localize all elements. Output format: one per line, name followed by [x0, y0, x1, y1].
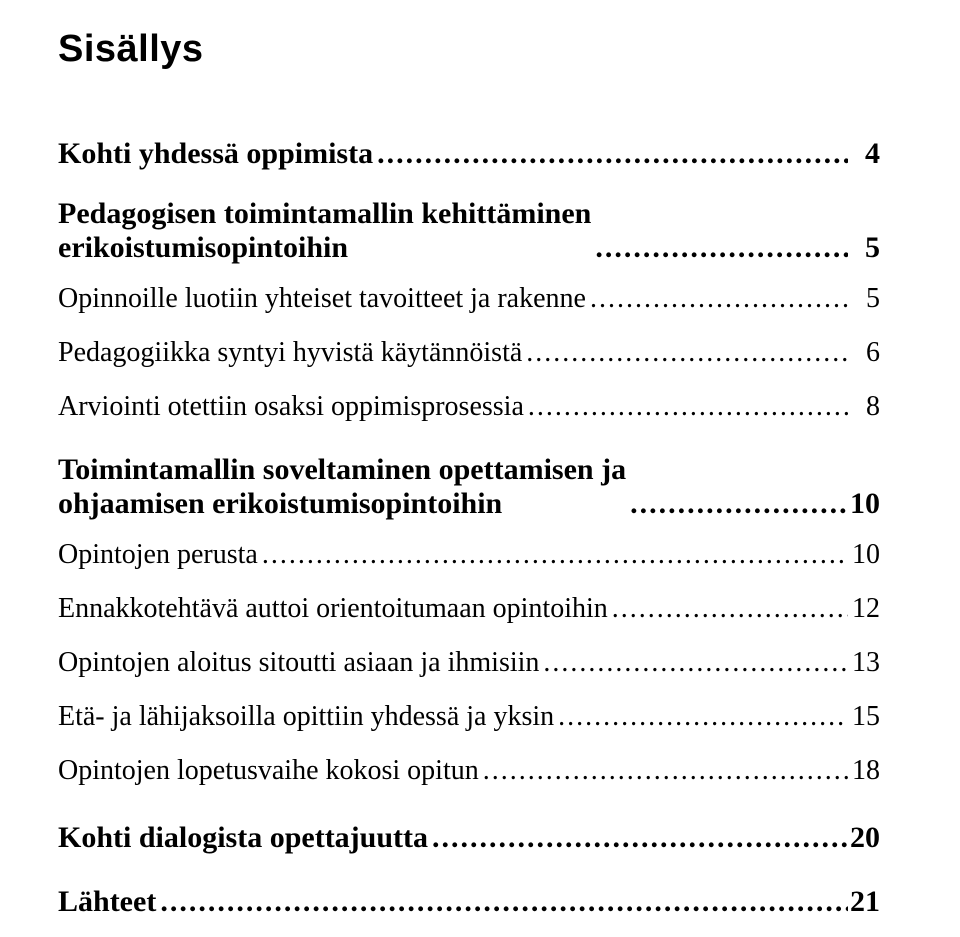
toc-leader-dots: [524, 391, 848, 423]
toc-entry-page: 10: [848, 487, 880, 521]
toc-entry-page: 15: [848, 701, 880, 733]
toc-leader-dots: [554, 701, 848, 733]
toc-entry-page: 21: [848, 885, 880, 919]
toc-entry-page: 13: [848, 647, 880, 679]
toc-entry-page: 20: [848, 821, 880, 855]
table-of-contents: Kohti yhdessä oppimista 4 Pedagogisen toim…: [58, 125, 880, 937]
toc-entry-page: 6: [848, 337, 880, 369]
toc-entry: Kohti yhdessä oppimista 4: [58, 137, 880, 171]
toc-entry: Opintojen aloitus sitoutti asiaan ja ihm…: [58, 647, 880, 679]
toc-entry-label: Pedagogisen toimintamallin kehittäminene…: [58, 197, 591, 265]
toc-entry: Pedagogiikka syntyi hyvistä käytännöistä…: [58, 337, 880, 369]
toc-leader-dots: [258, 539, 848, 571]
toc-entry: Opintojen lopetusvaihe kokosi opitun 18: [58, 755, 880, 787]
toc-entry-page: 10: [848, 539, 880, 571]
toc-entry: Pedagogisen toimintamallin kehittäminene…: [58, 197, 880, 265]
toc-leader-dots: [539, 647, 848, 679]
toc-entry-label: Pedagogiikka syntyi hyvistä käytännöistä: [58, 337, 522, 369]
toc-entry-page: 4: [848, 137, 880, 171]
toc-entry-label: Opintojen aloitus sitoutti asiaan ja ihm…: [58, 647, 539, 679]
toc-entry-page: 5: [848, 231, 880, 265]
toc-entry: Arviointi otettiin osaksi oppimisprosess…: [58, 391, 880, 423]
toc-entry: Opinnoille luotiin yhteiset tavoitteet j…: [58, 283, 880, 315]
toc-entry: Etä- ja lähijaksoilla opittiin yhdessä j…: [58, 701, 880, 733]
toc-entry: Lähteet 21: [58, 885, 880, 919]
toc-entry-page: 12: [848, 593, 880, 625]
toc-entry-label: Opintojen perusta: [58, 539, 258, 571]
toc-entry: Ennakkotehtävä auttoi orientoitumaan opi…: [58, 593, 880, 625]
toc-entry-label: Opintojen lopetusvaihe kokosi opitun: [58, 755, 479, 787]
toc-leader-dots: [522, 337, 848, 369]
toc-leader-dots: [591, 231, 848, 265]
toc-entry-label: Kohti yhdessä oppimista: [58, 137, 373, 171]
toc-entry-label: Ennakkotehtävä auttoi orientoitumaan opi…: [58, 593, 608, 625]
toc-entry-page: 5: [848, 283, 880, 315]
toc-leader-dots: [156, 885, 848, 919]
toc-leader-dots: [608, 593, 848, 625]
toc-leader-dots: [586, 283, 848, 315]
toc-leader-dots: [479, 755, 848, 787]
toc-entry: Opintojen perusta 10: [58, 539, 880, 571]
toc-leader-dots: [626, 487, 848, 521]
toc-leader-dots: [373, 137, 848, 171]
toc-entry-label: Lähteet: [58, 885, 156, 919]
toc-entry-page: 8: [848, 391, 880, 423]
toc-entry-label: Kohti dialogista opettajuutta: [58, 821, 428, 855]
toc-entry-label: Etä- ja lähijaksoilla opittiin yhdessä j…: [58, 701, 554, 733]
toc-entry-label: Arviointi otettiin osaksi oppimisprosess…: [58, 391, 524, 423]
toc-entry-page: 18: [848, 755, 880, 787]
page-title: Sisällys: [58, 28, 880, 71]
toc-entry-label: Toimintamallin soveltaminen opettamisen …: [58, 453, 626, 521]
toc-entry: Toimintamallin soveltaminen opettamisen …: [58, 453, 880, 521]
toc-leader-dots: [428, 821, 848, 855]
toc-entry-label: Opinnoille luotiin yhteiset tavoitteet j…: [58, 283, 586, 315]
toc-entry: Kohti dialogista opettajuutta 20: [58, 821, 880, 855]
